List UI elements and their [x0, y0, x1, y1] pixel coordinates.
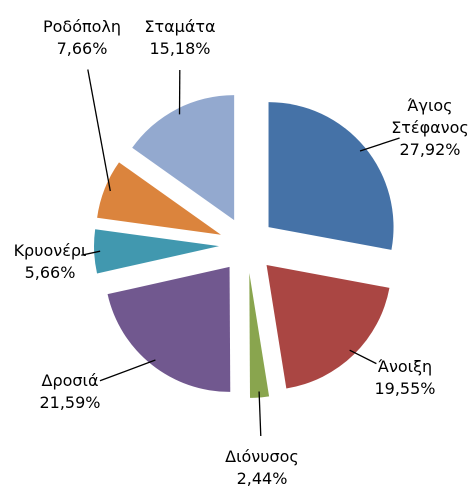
category-label: Διόνυσος	[225, 447, 299, 466]
data-label: Άγιος Στέφανος 27,92%	[385, 95, 475, 161]
data-label: Άνοιξη 19,55%	[365, 356, 445, 400]
pie-slice	[132, 95, 235, 221]
leader-line	[87, 69, 111, 192]
category-label: Κρυονέρι	[13, 241, 87, 260]
category-label: Άγιος Στέφανος	[391, 96, 469, 137]
value-label: 19,55%	[374, 379, 436, 398]
pie-slice	[97, 162, 221, 235]
leader-line	[359, 137, 400, 152]
value-label: 7,66%	[56, 39, 108, 58]
data-label: Κρυονέρι 5,66%	[5, 240, 95, 284]
category-label: Άνοιξη	[377, 357, 433, 376]
pie-slice	[107, 266, 231, 392]
value-label: 2,44%	[236, 469, 288, 488]
pie-slice	[249, 272, 270, 398]
pie-slice	[268, 102, 394, 250]
data-label: Δροσιά 21,59%	[30, 370, 110, 414]
value-label: 21,59%	[39, 393, 101, 412]
data-label: Διόνυσος 2,44%	[217, 446, 307, 490]
leader-line	[258, 391, 262, 437]
value-label: 27,92%	[399, 140, 461, 159]
data-label: Ροδόπολη 7,66%	[37, 16, 127, 60]
category-label: Σταμάτα	[144, 17, 216, 36]
value-label: 5,66%	[24, 263, 76, 282]
pie-slice	[94, 229, 220, 274]
leader-line	[349, 349, 377, 365]
category-label: Δροσιά	[41, 371, 99, 390]
value-label: 15,18%	[149, 39, 211, 58]
leader-line	[81, 250, 101, 256]
category-label: Ροδόπολη	[42, 17, 122, 36]
data-label: Σταμάτα 15,18%	[135, 16, 225, 60]
leader-line	[99, 359, 156, 382]
pie-slice	[266, 265, 390, 389]
